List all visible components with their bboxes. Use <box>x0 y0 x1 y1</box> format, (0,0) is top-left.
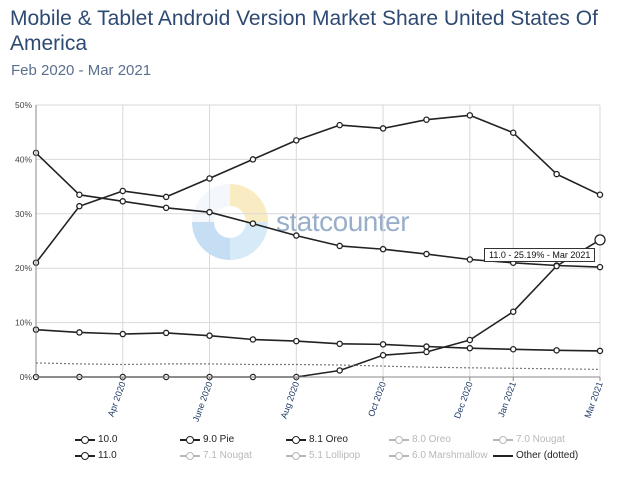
data-point-10-0 <box>249 156 257 163</box>
data-point-11-0 <box>594 234 606 246</box>
data-point-9-0-pie <box>293 232 300 239</box>
legend-item-9-0-pie[interactable]: 9.0 Pie <box>180 434 234 445</box>
series-line-9-0-pie <box>35 152 601 268</box>
data-point-10-0 <box>336 121 343 129</box>
data-point-8-1-oreo <box>76 329 83 336</box>
data-point-9-0-pie <box>336 242 343 250</box>
data-point-10-0 <box>76 202 83 210</box>
y-tick-label: 20% <box>15 263 32 273</box>
data-point-9-0-pie <box>249 220 257 227</box>
data-point-10-0 <box>509 129 517 136</box>
data-point-8-1-oreo <box>466 344 474 352</box>
legend-marker-icon <box>75 451 95 461</box>
legend-item-7-1-nougat[interactable]: 7.1 Nougat <box>180 450 252 461</box>
legend-line-icon <box>493 451 513 461</box>
data-point-8-1-oreo <box>206 332 213 339</box>
data-point-8-1-oreo <box>553 347 560 354</box>
data-point-10-0 <box>466 112 474 119</box>
data-point-10-0 <box>293 137 300 144</box>
legend-item-8-0-oreo[interactable]: 8.0 Oreo <box>389 434 451 445</box>
data-point-8-1-oreo <box>162 329 170 337</box>
y-tick-label: 50% <box>15 100 32 110</box>
legend-marker-icon <box>180 435 200 445</box>
line-chart: statcounter 0% 10% 20% 30% 40% 50% Apr 2020 Jun… <box>15 100 606 423</box>
data-point-10-0 <box>162 193 170 201</box>
legend-item-other-dotted[interactable]: Other (dotted) <box>493 450 578 461</box>
data-point-11-0 <box>423 348 430 356</box>
legend-item-6-0-marshmallow[interactable]: 6.0 Marshmallow <box>389 450 488 461</box>
x-tick-label: Aug 2020 <box>279 380 302 420</box>
series-line-10-0 <box>35 114 601 264</box>
chart-title: Mobile & Tablet Android Version Market S… <box>10 7 598 55</box>
legend-label: Other (dotted) <box>516 450 579 461</box>
y-tick-label: 10% <box>15 318 32 328</box>
x-tick-label: Oct 2020 <box>366 380 388 418</box>
legend-label: 9.0 Pie <box>203 434 235 445</box>
data-point-8-1-oreo <box>596 347 604 355</box>
legend-item-8-1-oreo[interactable]: 8.1 Oreo <box>286 434 348 445</box>
legend-item-11-0[interactable]: 11.0 <box>75 450 117 461</box>
legend-item-5-1-lollipop[interactable]: 5.1 Lollipop <box>286 450 360 461</box>
data-point-9-0-pie <box>206 208 213 216</box>
legend-item-7-0-nougat[interactable]: 7.0 Nougat <box>493 434 565 445</box>
chart-subtitle: Feb 2020 - Mar 2021 <box>11 62 152 79</box>
legend: 10.0 9.0 Pie 8.1 Oreo 8.0 Oreo 7.0 Nougat 11.… <box>0 428 640 468</box>
legend-marker-icon <box>180 451 200 461</box>
series-line-other-dotted <box>35 362 601 370</box>
y-tick-label: 0% <box>20 372 33 382</box>
data-point-9-0-pie <box>596 263 604 271</box>
y-tick-label: 30% <box>15 209 32 219</box>
data-point-11-0 <box>466 336 474 344</box>
legend-marker-icon <box>286 435 306 445</box>
data-point-8-1-oreo <box>379 341 387 348</box>
legend-label: 7.1 Nougat <box>203 450 252 461</box>
data-point-10-0 <box>423 116 430 123</box>
data-point-8-1-oreo <box>509 346 517 353</box>
legend-marker-icon <box>286 451 306 461</box>
data-point-8-1-oreo <box>336 340 343 348</box>
data-point-9-0-pie <box>423 250 430 258</box>
data-point-9-0-pie <box>76 191 83 199</box>
data-point-9-0-pie <box>466 256 474 263</box>
legend-label: 5.1 Lollipop <box>309 450 361 461</box>
y-tick-label: 40% <box>15 154 32 164</box>
data-point-8-1-oreo <box>293 337 300 345</box>
data-point-11-0 <box>336 367 343 374</box>
statcounter-wordmark: statcounter <box>276 206 409 237</box>
series-lines <box>32 112 606 381</box>
data-point-8-1-oreo <box>423 343 430 350</box>
legend-marker-icon <box>389 451 409 461</box>
legend-label: 10.0 <box>98 434 118 445</box>
x-tick-label: June 2020 <box>191 380 215 423</box>
x-tick-label: Jan 2021 <box>496 380 518 418</box>
data-point-10-0 <box>206 175 213 182</box>
data-point-9-0-pie <box>162 204 170 212</box>
data-point-11-0 <box>509 308 517 315</box>
data-point-10-0 <box>553 170 560 178</box>
data-point-11-0 <box>379 351 387 359</box>
data-point-9-0-pie <box>379 245 387 253</box>
legend-label: 7.0 Nougat <box>516 434 565 445</box>
x-tick-label: Apr 2020 <box>106 380 128 418</box>
series-line-8-1-oreo <box>35 328 601 352</box>
legend-label: 8.0 Oreo <box>412 434 451 445</box>
data-point-10-0 <box>119 187 127 195</box>
data-point-8-1-oreo <box>249 336 257 343</box>
data-point-9-0-pie <box>119 198 127 205</box>
legend-label: 6.0 Marshmallow <box>412 450 488 461</box>
data-point-8-1-oreo <box>119 330 127 338</box>
legend-item-10-0[interactable]: 10.0 <box>75 434 117 445</box>
legend-marker-icon <box>389 435 409 445</box>
data-point-10-0 <box>596 191 604 199</box>
legend-marker-icon <box>75 435 95 445</box>
legend-label: 8.1 Oreo <box>309 434 348 445</box>
statcounter-logo-icon <box>192 184 268 260</box>
legend-label: 11.0 <box>98 450 117 461</box>
x-tick-label: Dec 2020 <box>452 380 475 420</box>
legend-marker-icon <box>493 435 513 445</box>
x-tick-label: Mar 2021 <box>582 380 604 419</box>
data-point-10-0 <box>379 125 387 132</box>
data-tooltip: 11.0 - 25.19% - Mar 2021 <box>484 248 596 262</box>
data-point-11-0 <box>553 262 560 270</box>
